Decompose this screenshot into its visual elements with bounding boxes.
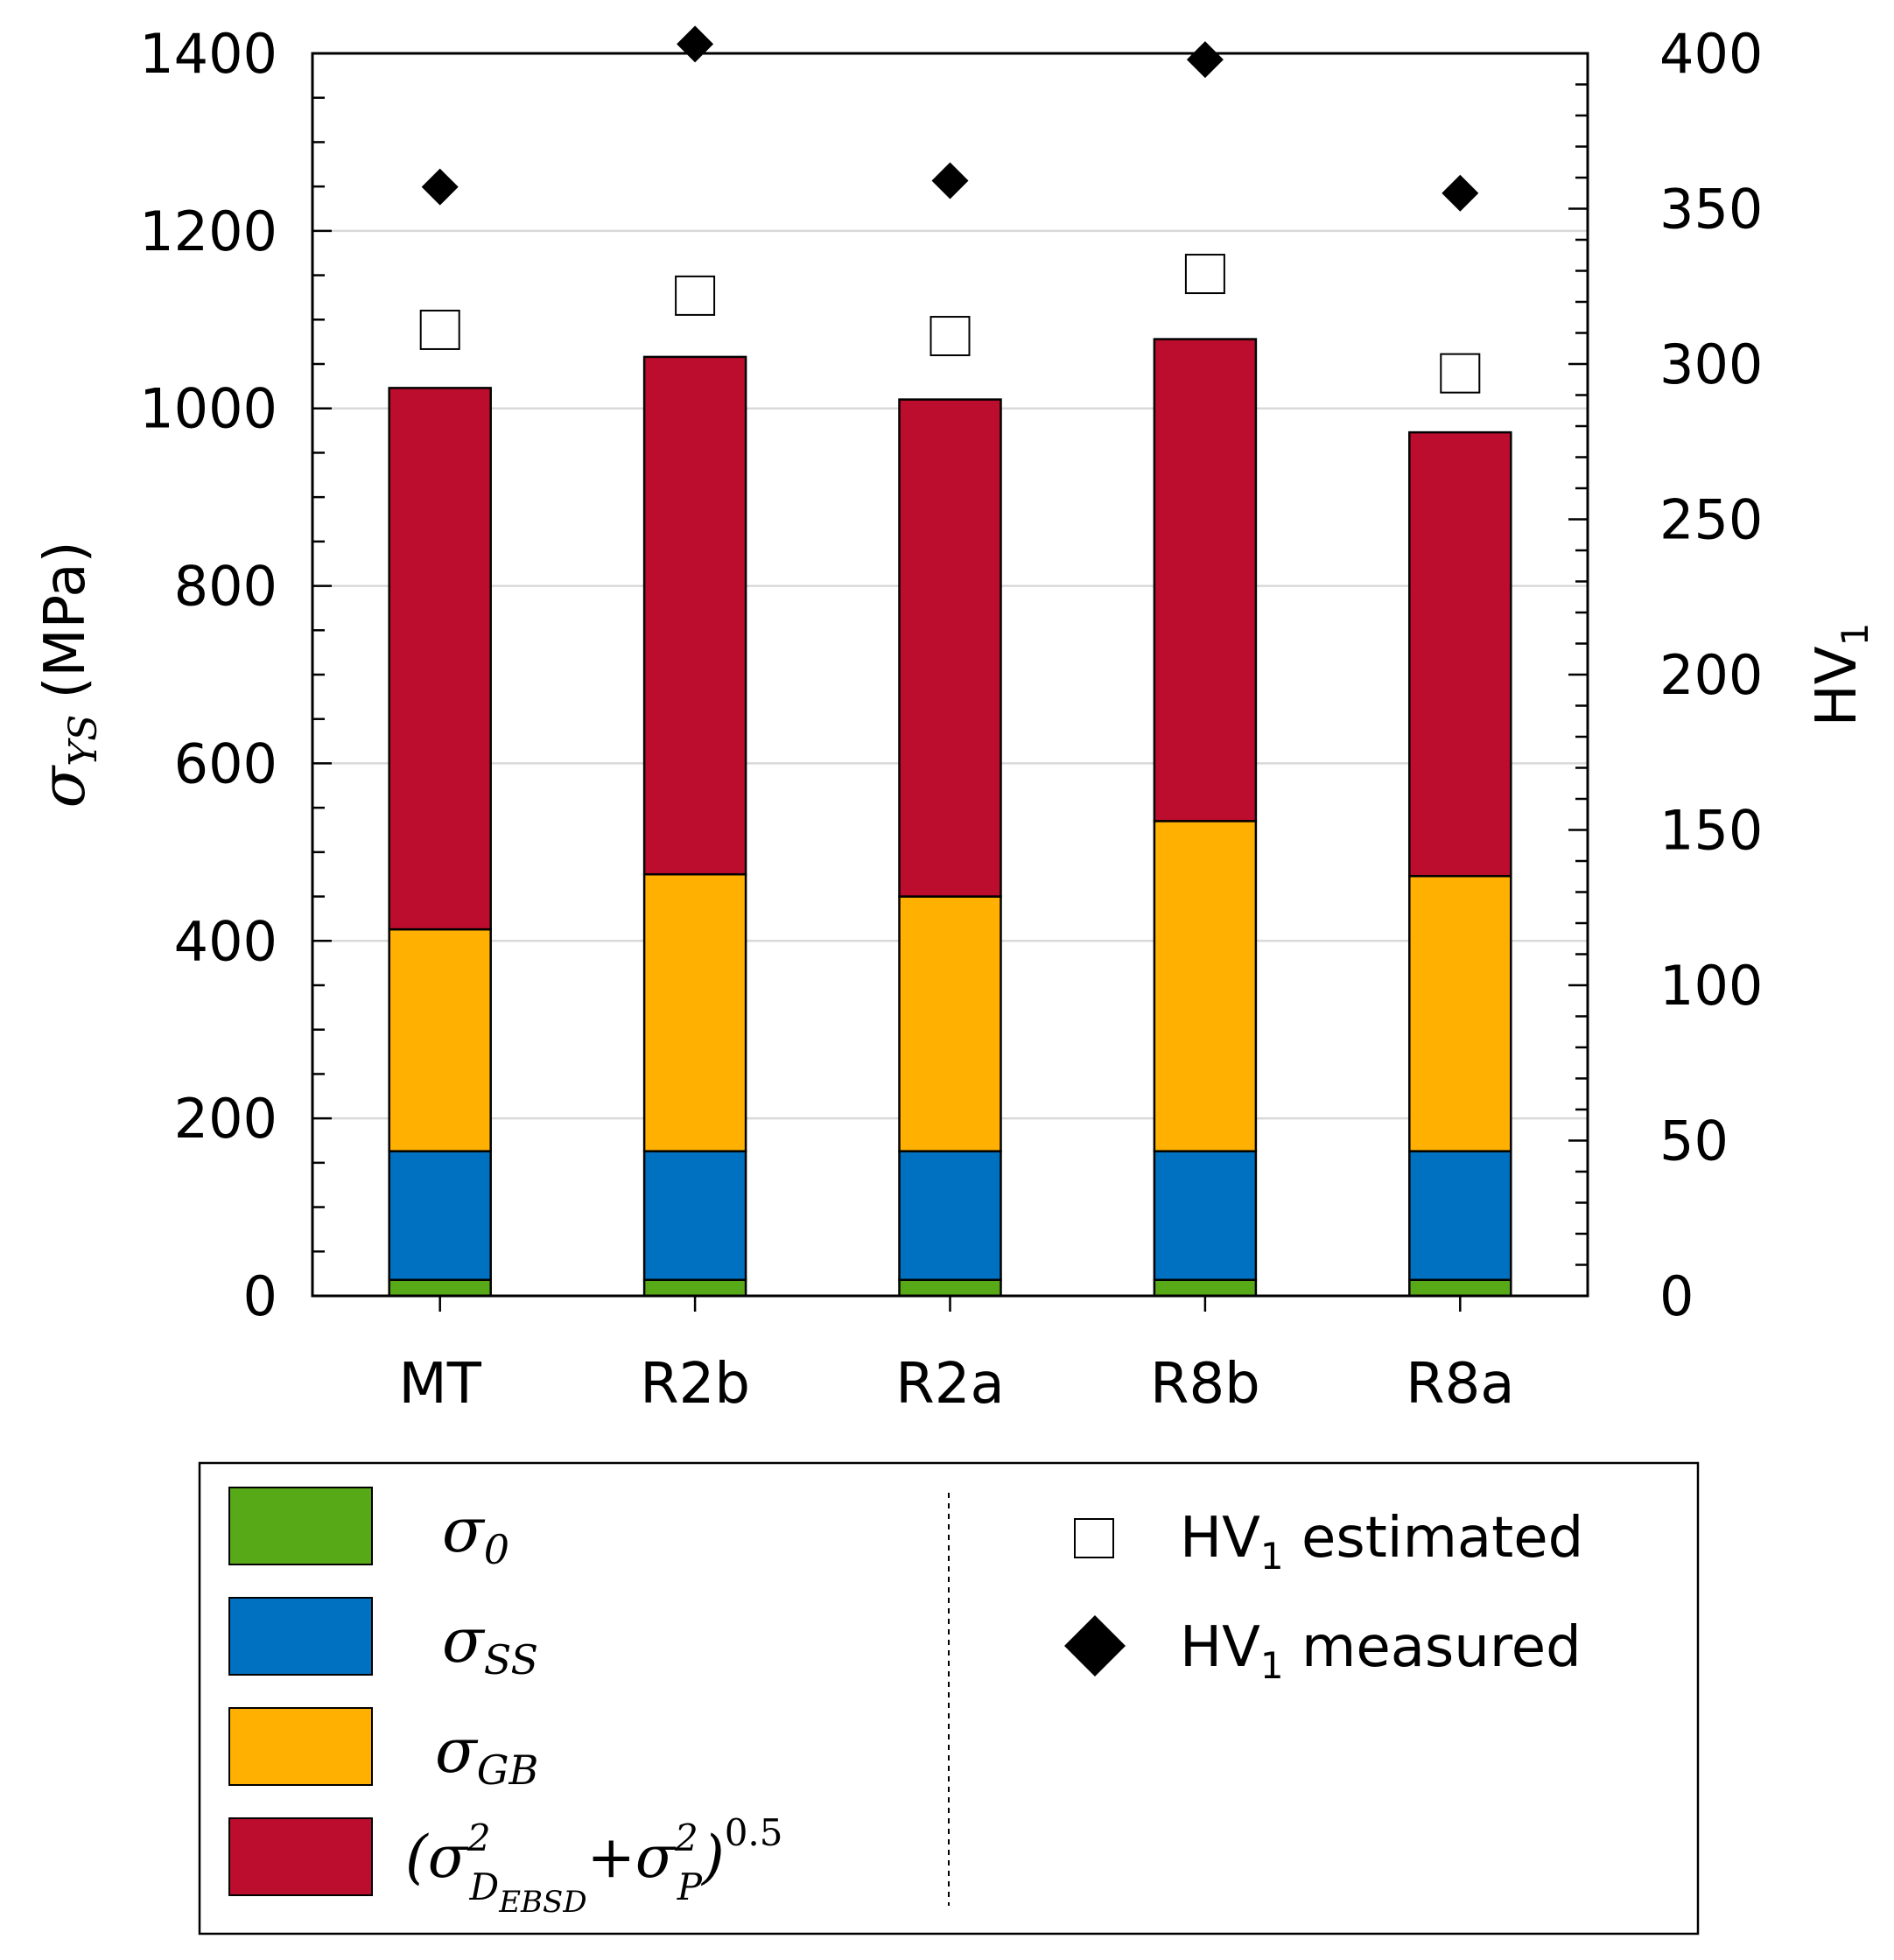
- hv-measured-marker-MT: [421, 168, 459, 206]
- bar-segment-R8a-s1: [1408, 1150, 1512, 1281]
- legend-swatch-sigma-gb: [228, 1707, 373, 1786]
- right-tick-label: 300: [1659, 332, 1763, 396]
- category-label: MT: [399, 1352, 482, 1417]
- category-label: R2b: [640, 1352, 750, 1417]
- right-tick-label: 350: [1659, 178, 1763, 242]
- left-tick-label: 0: [243, 1264, 277, 1328]
- right-tick-label: 50: [1659, 1110, 1729, 1173]
- bar-segment-R8b-s1: [1153, 1150, 1258, 1281]
- legend-frame: [198, 1461, 1700, 1936]
- left-tick-label: 1400: [139, 22, 277, 86]
- legend: σ0 σSS σGB (σ2 DEBSD+σ2 P)0.5 HV1 estimate…: [198, 1461, 1700, 1936]
- category-label: R8a: [1406, 1352, 1514, 1417]
- bar-segment-R2b-s0: [642, 1278, 747, 1298]
- left-tick-label: 200: [174, 1087, 277, 1151]
- hv-estimated-marker-R8a: [1440, 353, 1481, 394]
- legend-label-hv-measured: HV1 measured: [1180, 1615, 1582, 1687]
- legend-marker-hv-measured: [1064, 1615, 1126, 1676]
- category-label: R8b: [1150, 1352, 1260, 1417]
- legend-label-sigma0: σ0: [442, 1494, 509, 1573]
- left-tick-label: 1000: [139, 377, 277, 441]
- bar-segment-R2b-s2: [642, 872, 747, 1152]
- hv-estimated-marker-R8b: [1184, 254, 1225, 295]
- legend-label-sigma-d-p: (σ2 DEBSD+σ2 P)0.5: [405, 1811, 783, 1920]
- bar-segment-R2b-s3: [642, 355, 747, 876]
- marker-group: [419, 25, 1481, 394]
- bar-segment-R8a-s3: [1408, 430, 1512, 878]
- hv-measured-marker-R2b: [677, 25, 714, 63]
- legend-label-sigma-ss: σSS: [442, 1605, 538, 1684]
- category-axis: MT R2b R2a R8b R8a: [399, 1296, 1515, 1417]
- left-tick-label: 600: [174, 732, 277, 795]
- bar-segment-R2b-s1: [642, 1150, 747, 1281]
- bar-segment-MT-s1: [388, 1150, 492, 1281]
- bar-segment-MT-s3: [388, 387, 492, 931]
- bar-segment-R8a-s0: [1408, 1278, 1512, 1298]
- hv-estimated-marker-R2b: [675, 275, 716, 316]
- left-tick-label: 400: [174, 909, 277, 973]
- bar-segment-MT-s0: [388, 1278, 492, 1298]
- bar-segment-R2a-s1: [898, 1150, 1002, 1281]
- legend-marker-hv-estimated: [1074, 1518, 1114, 1558]
- bar-segment-R2a-s3: [898, 398, 1002, 898]
- legend-label-hv-estimated: HV1 estimated: [1180, 1506, 1583, 1578]
- legend-label-sigma-gb: σGB: [435, 1715, 538, 1794]
- right-tick-label: 150: [1659, 799, 1763, 863]
- left-axis: 0 200 400 600 800 1000 1200 1400: [139, 22, 332, 1328]
- bar-segment-R2a-s2: [898, 895, 1002, 1152]
- right-tick-label: 400: [1659, 22, 1763, 86]
- right-axis: 0 50 100 150 200 250 300 350 400: [1568, 22, 1763, 1328]
- bar-group: [388, 338, 1512, 1298]
- hv-measured-marker-R8a: [1442, 174, 1479, 212]
- right-tick-label: 250: [1659, 488, 1763, 552]
- bar-segment-R2a-s0: [898, 1278, 1002, 1298]
- bar-segment-R8b-s0: [1153, 1278, 1258, 1298]
- right-tick-label: 200: [1659, 643, 1763, 707]
- legend-swatch-sigma-ss: [228, 1597, 373, 1676]
- y-axis-title-left: σYS(MPa): [27, 541, 106, 808]
- bar-segment-R8b-s3: [1153, 338, 1258, 822]
- bar-segment-R8a-s2: [1408, 874, 1512, 1152]
- hv-estimated-marker-MT: [419, 309, 460, 350]
- legend-swatch-sigma0: [228, 1487, 373, 1565]
- bar-segment-R8b-s2: [1153, 820, 1258, 1152]
- category-label: R2a: [895, 1352, 1004, 1417]
- hv-measured-marker-R2a: [931, 162, 969, 200]
- right-tick-label: 100: [1659, 954, 1763, 1018]
- legend-swatch-sigma-d-p: [228, 1817, 373, 1896]
- bar-segment-MT-s2: [388, 928, 492, 1152]
- hv-measured-marker-R8b: [1186, 41, 1224, 79]
- right-tick-label: 0: [1659, 1264, 1694, 1328]
- hv-estimated-marker-R2a: [929, 316, 971, 357]
- left-tick-label: 1200: [139, 200, 277, 263]
- left-tick-label: 800: [174, 555, 277, 619]
- y-axis-title-right: HV1: [1805, 623, 1876, 727]
